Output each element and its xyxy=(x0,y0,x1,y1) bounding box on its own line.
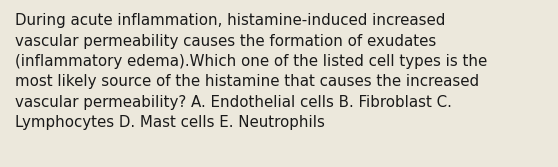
Text: During acute inflammation, histamine-induced increased
vascular permeability cau: During acute inflammation, histamine-ind… xyxy=(16,13,488,130)
